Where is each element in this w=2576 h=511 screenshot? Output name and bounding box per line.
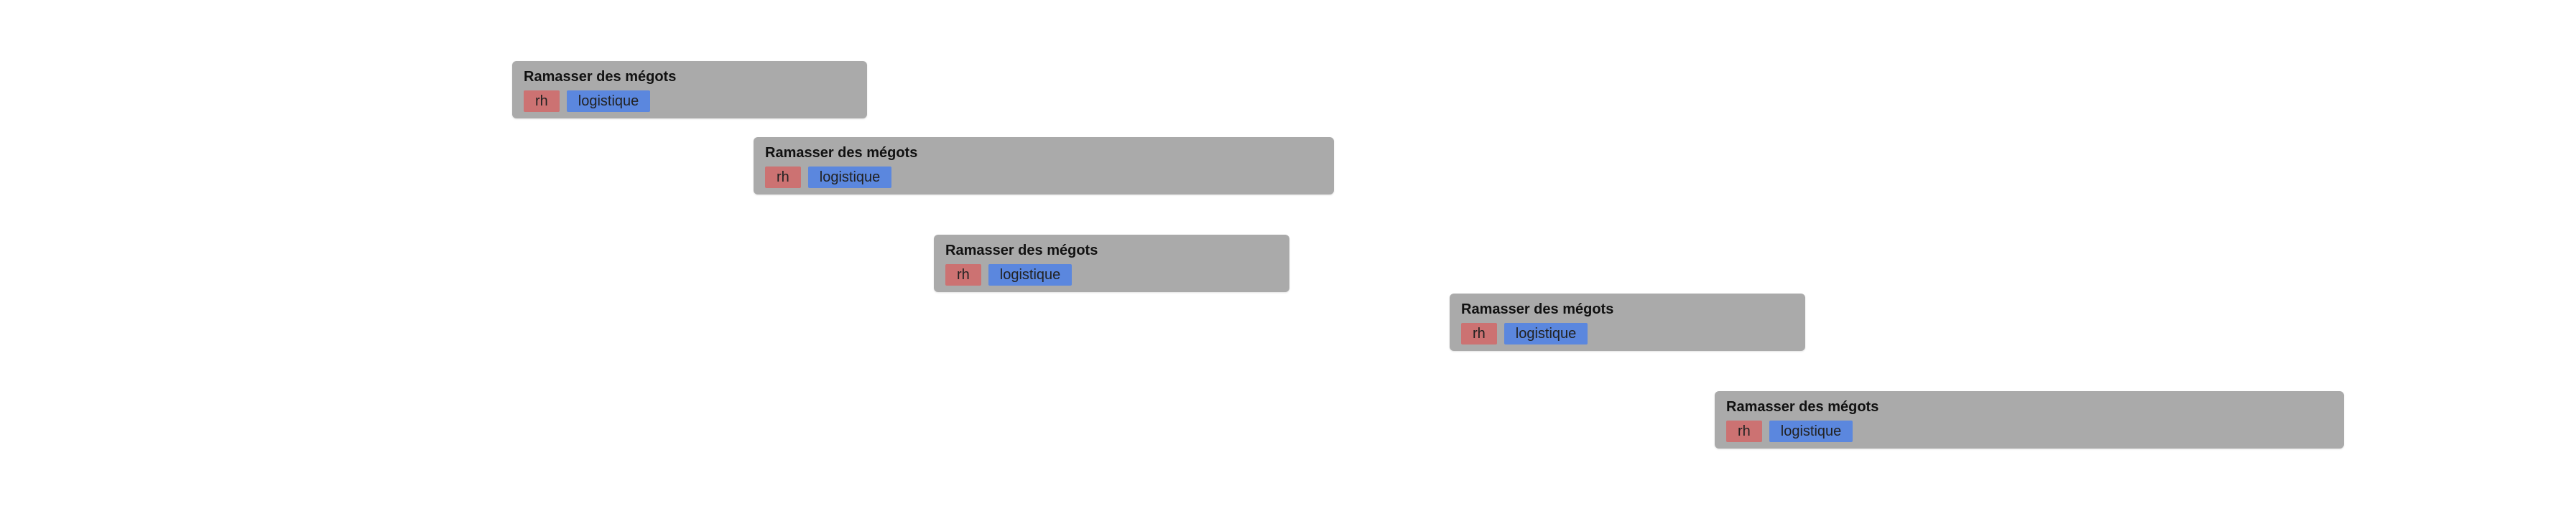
task-card[interactable]: Ramasser des mégots rh logistique xyxy=(1715,391,2344,449)
task-title: Ramasser des mégots xyxy=(945,243,1098,258)
tag-rh[interactable]: rh xyxy=(945,264,981,286)
tag-logistique[interactable]: logistique xyxy=(988,264,1072,286)
task-tags: rh logistique xyxy=(765,167,1322,188)
tag-logistique[interactable]: logistique xyxy=(807,167,892,188)
task-card[interactable]: Ramasser des mégots rh logistique xyxy=(1450,294,1805,351)
tag-logistique[interactable]: logistique xyxy=(566,90,651,112)
tag-logistique[interactable]: logistique xyxy=(1504,323,1588,344)
task-tags: rh logistique xyxy=(524,90,856,112)
task-tags: rh logistique xyxy=(1726,421,2332,442)
tag-rh[interactable]: rh xyxy=(1726,421,1762,442)
task-card[interactable]: Ramasser des mégots rh logistique xyxy=(934,235,1289,292)
task-card[interactable]: Ramasser des mégots rh logistique xyxy=(754,137,1334,194)
task-title: Ramasser des mégots xyxy=(765,145,918,161)
task-title: Ramasser des mégots xyxy=(1461,301,1614,317)
tag-logistique[interactable]: logistique xyxy=(1769,421,1853,442)
tag-rh[interactable]: rh xyxy=(524,90,560,112)
tag-rh[interactable]: rh xyxy=(1461,323,1497,344)
task-tags: rh logistique xyxy=(1461,323,1794,344)
task-title: Ramasser des mégots xyxy=(524,69,677,85)
task-tags: rh logistique xyxy=(945,264,1278,286)
tag-rh[interactable]: rh xyxy=(765,167,801,188)
task-card[interactable]: Ramasser des mégots rh logistique xyxy=(512,61,867,118)
task-title: Ramasser des mégots xyxy=(1726,399,1879,415)
